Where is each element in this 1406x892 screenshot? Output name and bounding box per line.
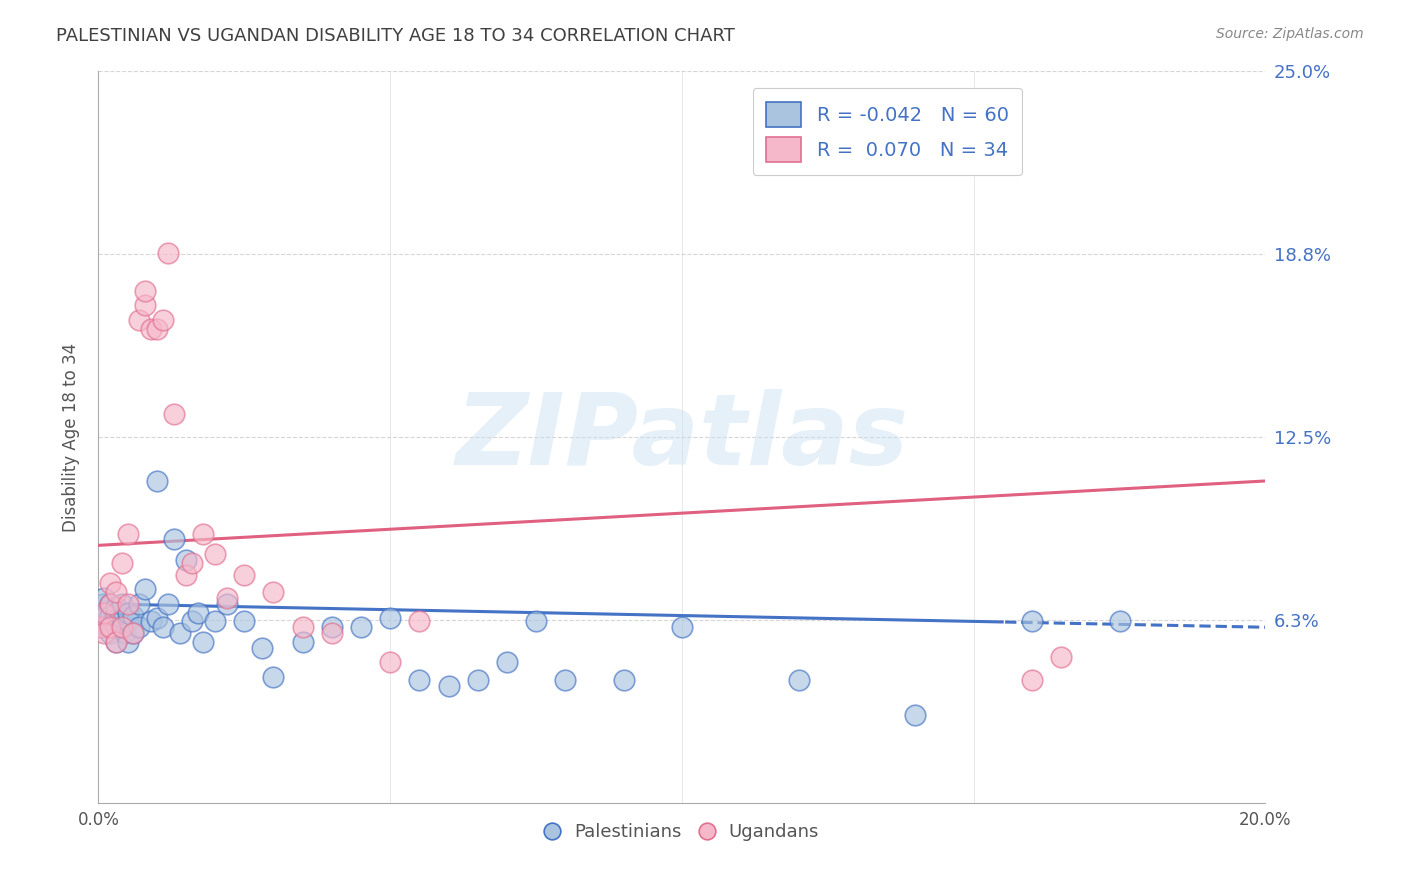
- Point: [93, 626, 115, 640]
- Point: [111, 620, 134, 634]
- Text: ZIPatlas: ZIPatlas: [456, 389, 908, 485]
- Point: [101, 615, 124, 629]
- Point: [104, 599, 127, 614]
- Point: [93, 611, 115, 625]
- Point: [128, 313, 150, 327]
- Point: [671, 620, 693, 634]
- Point: [262, 585, 284, 599]
- Point: [122, 608, 145, 623]
- Point: [157, 245, 180, 260]
- Point: [163, 407, 186, 421]
- Point: [104, 606, 127, 620]
- Point: [98, 597, 121, 611]
- Point: [408, 615, 430, 629]
- Point: [111, 556, 134, 570]
- Point: [152, 313, 174, 327]
- Point: [408, 673, 430, 687]
- Point: [98, 626, 121, 640]
- Point: [90, 620, 112, 634]
- Point: [139, 615, 162, 629]
- Point: [104, 620, 127, 634]
- Point: [96, 606, 118, 620]
- Point: [291, 620, 314, 634]
- Point: [98, 620, 121, 634]
- Point: [380, 611, 402, 625]
- Point: [104, 635, 127, 649]
- Point: [321, 626, 343, 640]
- Legend: Palestinians, Ugandans: Palestinians, Ugandans: [538, 816, 825, 848]
- Point: [98, 608, 121, 623]
- Point: [204, 615, 226, 629]
- Point: [134, 298, 156, 312]
- Point: [180, 556, 202, 570]
- Point: [98, 576, 121, 591]
- Point: [117, 526, 139, 541]
- Point: [152, 620, 174, 634]
- Point: [193, 526, 215, 541]
- Point: [128, 620, 150, 634]
- Point: [291, 635, 314, 649]
- Point: [787, 673, 810, 687]
- Point: [437, 679, 460, 693]
- Point: [174, 567, 197, 582]
- Point: [262, 670, 284, 684]
- Point: [104, 635, 127, 649]
- Point: [134, 284, 156, 298]
- Point: [180, 615, 202, 629]
- Point: [1021, 673, 1043, 687]
- Point: [117, 606, 139, 620]
- Point: [204, 547, 226, 561]
- Point: [215, 597, 238, 611]
- Point: [1021, 615, 1043, 629]
- Text: PALESTINIAN VS UGANDAN DISABILITY AGE 18 TO 34 CORRELATION CHART: PALESTINIAN VS UGANDAN DISABILITY AGE 18…: [56, 27, 735, 45]
- Point: [117, 597, 139, 611]
- Point: [169, 626, 191, 640]
- Point: [93, 591, 115, 605]
- Point: [90, 606, 112, 620]
- Point: [904, 708, 927, 723]
- Point: [146, 611, 169, 625]
- Point: [467, 673, 489, 687]
- Point: [612, 673, 634, 687]
- Point: [233, 567, 256, 582]
- Point: [524, 615, 547, 629]
- Point: [134, 582, 156, 597]
- Point: [108, 615, 131, 629]
- Point: [111, 620, 134, 634]
- Point: [380, 656, 402, 670]
- Y-axis label: Disability Age 18 to 34: Disability Age 18 to 34: [62, 343, 80, 532]
- Point: [1108, 615, 1130, 629]
- Point: [117, 615, 139, 629]
- Point: [233, 615, 256, 629]
- Text: Source: ZipAtlas.com: Source: ZipAtlas.com: [1216, 27, 1364, 41]
- Point: [187, 606, 209, 620]
- Point: [157, 597, 180, 611]
- Point: [117, 635, 139, 649]
- Point: [554, 673, 576, 687]
- Point: [104, 585, 127, 599]
- Point: [250, 640, 273, 655]
- Point: [321, 620, 343, 634]
- Point: [1050, 649, 1073, 664]
- Point: [496, 656, 519, 670]
- Point: [122, 626, 145, 640]
- Point: [146, 322, 169, 336]
- Point: [146, 474, 169, 488]
- Point: [193, 635, 215, 649]
- Point: [91, 597, 114, 611]
- Point: [90, 620, 112, 634]
- Point: [128, 597, 150, 611]
- Point: [96, 620, 118, 634]
- Point: [111, 611, 134, 625]
- Point: [93, 606, 115, 620]
- Point: [111, 597, 134, 611]
- Point: [122, 626, 145, 640]
- Point: [139, 322, 162, 336]
- Point: [350, 620, 373, 634]
- Point: [98, 597, 121, 611]
- Point: [114, 626, 136, 640]
- Point: [174, 553, 197, 567]
- Point: [163, 533, 186, 547]
- Point: [215, 591, 238, 605]
